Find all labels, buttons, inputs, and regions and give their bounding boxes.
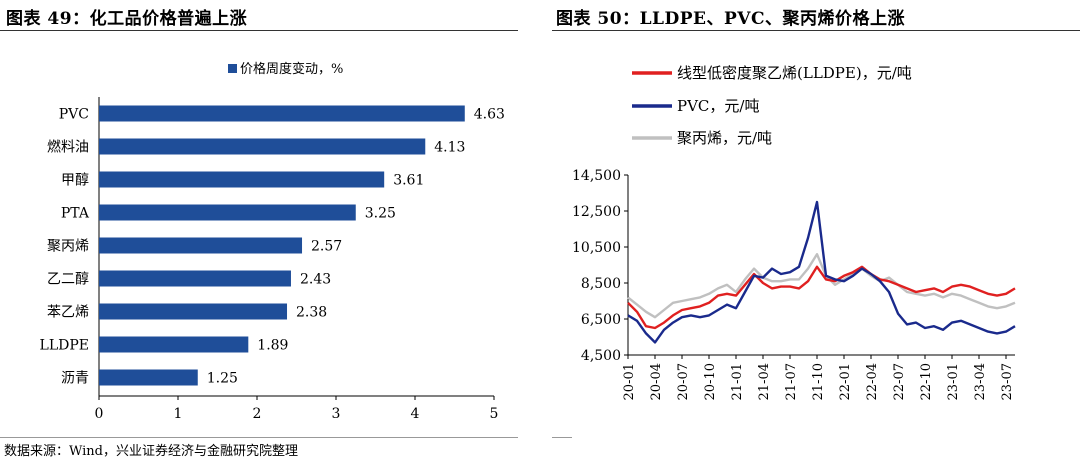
x-tick-label: 22-10 (919, 363, 934, 400)
legend-label: PVC，元/吨 (677, 97, 759, 115)
x-tick-label: 23-07 (1000, 363, 1015, 400)
x-tick-label: 2 (253, 406, 262, 422)
x-tick-label: 20-10 (703, 363, 718, 400)
series-line (627, 252, 1016, 319)
bar (99, 171, 385, 188)
data-label: 1.89 (257, 338, 288, 354)
y-tick-label: 4,500 (581, 348, 621, 364)
data-label: 3.61 (393, 173, 424, 189)
bar (99, 303, 288, 320)
bar (99, 336, 249, 353)
category-label: PVC (59, 107, 89, 123)
x-tick-label: 1 (174, 406, 183, 422)
x-tick-label: 4 (411, 406, 420, 422)
x-tick-label: 21-04 (757, 363, 772, 400)
data-label: 3.25 (365, 206, 396, 222)
category-label: 沥青 (61, 371, 89, 387)
category-label: 苯乙烯 (47, 304, 89, 321)
x-tick-label: 20-01 (622, 363, 637, 400)
category-label: 乙二醇 (47, 271, 89, 288)
source-note: 数据来源：Wind，兴业证券经济与金融研究院整理 (4, 444, 298, 459)
x-tick-label: 21-01 (730, 363, 745, 400)
footer-divider-right (552, 437, 572, 438)
y-tick-label: 12,500 (572, 204, 621, 220)
bar (99, 105, 465, 122)
category-label: PTA (61, 206, 90, 222)
bar (99, 237, 303, 254)
left-chart-title: 图表 49：化工品价格普遍上涨 (6, 9, 248, 29)
x-tick-label: 5 (490, 406, 499, 422)
legend-label: 线型低密度聚乙烯(LLDPE)，元/吨 (677, 64, 912, 82)
data-label: 2.57 (311, 239, 342, 255)
y-tick-label: 8,500 (581, 276, 621, 292)
series-line (627, 265, 1016, 330)
x-tick-label: 22-04 (865, 363, 880, 400)
x-tick-label: 22-01 (838, 363, 853, 400)
y-tick-label: 14,500 (572, 168, 621, 184)
data-label: 2.38 (296, 305, 327, 321)
data-label: 4.63 (474, 107, 505, 123)
series-line (627, 200, 1016, 344)
x-tick-label: 3 (332, 406, 341, 422)
legend-label: 价格周度变动，% (240, 61, 343, 77)
legend-label: 聚丙烯，元/吨 (677, 129, 772, 147)
x-tick-label: 20-07 (676, 363, 691, 400)
left-title-divider (0, 30, 518, 31)
data-label: 4.13 (434, 140, 465, 156)
category-label: LLDPE (40, 338, 89, 354)
x-tick-label: 22-07 (892, 363, 907, 400)
footer-divider-left (0, 437, 518, 438)
bar-chart: 价格周度变动，% PVC 4.63 燃料油 4.13 甲醇 3.61 PTA 3.25 聚丙烯 2.… (40, 61, 505, 422)
legend-swatch (228, 64, 237, 73)
category-label: 燃料油 (47, 139, 89, 156)
bar (99, 270, 291, 287)
x-tick-label: 21-10 (811, 363, 826, 400)
x-tick-label: 20-04 (649, 363, 664, 400)
y-tick-label: 10,500 (572, 240, 621, 256)
x-tick-label: 21-07 (784, 363, 799, 400)
data-label: 1.25 (207, 371, 238, 387)
bar (99, 369, 198, 386)
category-label: 聚丙烯 (47, 239, 89, 255)
data-label: 2.43 (300, 272, 331, 288)
x-tick-label: 23-01 (946, 363, 961, 400)
x-tick-label: 23-04 (973, 363, 988, 400)
right-title-divider (552, 30, 1080, 31)
category-label: 甲醇 (61, 172, 89, 189)
y-tick-label: 6,500 (581, 312, 621, 328)
bar (99, 138, 426, 155)
x-tick-label: 0 (95, 406, 104, 422)
bar (99, 204, 356, 221)
right-chart-title: 图表 50：LLDPE、PVC、聚丙烯价格上涨 (556, 9, 905, 29)
